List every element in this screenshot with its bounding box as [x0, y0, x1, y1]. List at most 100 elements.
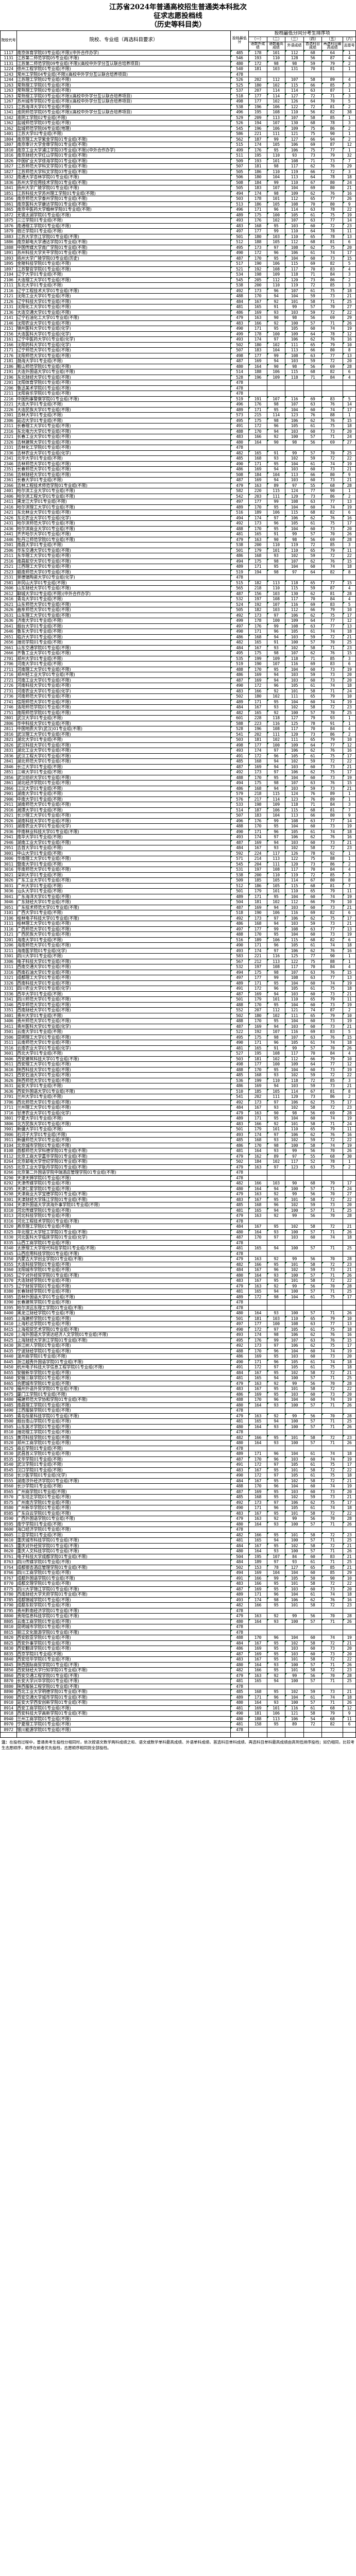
table-row[interactable]: 8830 西安翻译学院01专业组(不限) 486 169 95 103 60 73 20 [0, 1646, 356, 1652]
table-row[interactable]: 1263 常熟理工学院02专业组(不限) 537 207 114 114 63 87 1 [0, 88, 356, 94]
table-row[interactable]: 8800 贵阳信息科技学院01专业组(不限) 479 163 92 99 56 70 28 [0, 1613, 356, 1619]
table-row[interactable]: 3211 海南医学院01专业组(化学) 493 174 97 106 62 76 16 [0, 947, 356, 954]
table-row[interactable]: 8825 西安外事学院01专业组(不限) 484 167 95 102 58 72 21 [0, 1640, 356, 1647]
table-row[interactable]: 1362 盐城师范学院03专业组(不限) 526 194 107 130 68 78 3 [0, 120, 356, 126]
table-row[interactable]: 2651 临沂大学01专业组(不限) 486 168 94 103 59 72 21 [0, 634, 356, 640]
table-row[interactable]: 2911 湖南师范大学01专业组(不限) 533 198 109 118 71 84 3 [0, 802, 356, 808]
table-row[interactable]: 1263 常熟理工学院01专业组(不限) 525 180 102 115 66 85 3 [0, 82, 356, 89]
table-row[interactable]: 8550 长沙医学院01专业组(化学) 490 172 97 105 61 75 18 [0, 1472, 356, 1479]
table-row[interactable]: 1224 徐州工程学院01专业组(不限) 540 181 103 131 70 81 1 [0, 66, 356, 72]
table-row[interactable]: 1804 南京理工大学紫金学院01专业组(不限) 562 187 99 127 66 94 2 [0, 136, 356, 143]
table-row[interactable]: 8380 长春财经学院01专业组(不限) 481 165 94 100 57 71 25 [0, 1289, 356, 1295]
table-row[interactable]: 2701 郑州大学01专业组(不限) 535 199 109 118 71 85 3 [0, 655, 356, 662]
table-row[interactable]: 8500 烟台南山学院01专业组(不限) 481 165 94 100 57 71 25 [0, 1418, 356, 1425]
table-row[interactable]: 3311 西南交通大学01专业组(不限) 532 197 108 117 70 84 4 [0, 964, 356, 970]
table-row[interactable]: 2316 东北电力大学01专业组(不限) 488 170 94 103 60 73 20 [0, 428, 356, 435]
table-row[interactable]: 1267 苏州城市学院02专业组(不限)(高校中外学分互认联合培养项目) 498 17… [0, 98, 356, 105]
table-row[interactable]: 8365 辽宁对外经贸学院01专业组(不限) 480 164 93 100 57 71 26 [0, 1272, 356, 1279]
table-row[interactable]: 2141 辽宁石油化工大学01专业组(不限) 479 163 90 98 56 69 29 [0, 315, 356, 321]
table-row[interactable]: 3806 北方民族大学01专业组(不限) 483 166 92 101 58 71 24 [0, 1121, 356, 1127]
table-row[interactable]: 2361 长春大学01专业组(不限) 487 169 94 103 60 73 21 [0, 477, 356, 483]
table-row[interactable]: 8330 河北医科大学临床学院01专业组(化学) 487 170 97 103 60 74 18 [0, 1234, 356, 1241]
table-row[interactable]: 2421 东北林业大学01专业组(不限) 516 189 106 115 68 82 6 [0, 510, 356, 516]
table-row[interactable]: 8940 兰州工商学院01专业组(不限) 480 188 113 106 54 68 11 [0, 1716, 356, 1722]
table-row[interactable]: 3346 西华师范大学01专业组(不限) 488 170 95 104 60 73 19 [0, 1002, 356, 1008]
table-row[interactable]: 3611 西安理工大学01专业组(不限) 498 177 100 109 64 77 12 [0, 1061, 356, 1067]
table-row[interactable]: 8570 广东培正学院01专业组(不限) 485 168 95 102 59 73 21 [0, 1494, 356, 1500]
table-row[interactable]: 8370 大连财经学院01专业组(不限) 483 167 95 101 58 72 22 [0, 1278, 356, 1284]
table-row[interactable]: 2661 山东交通学院01专业组(不限) 484 167 93 102 58 71 23 [0, 645, 356, 651]
table-row[interactable]: 8790 成都东软学院01专业组(不限) 482 166 95 101 58 72 23 [0, 1602, 356, 1608]
table-row[interactable]: 2126 辽宁科技大学01专业组(不限) 484 167 92 101 58 71 25 [0, 298, 356, 305]
table-row[interactable]: 3306 电子科技大学01专业组(不限) 567 212 113 122 75 88 1 [0, 958, 356, 965]
table-row[interactable]: 2521 江西理工大学01专业组(不限) 489 171 95 104 60 74 18 [0, 564, 356, 570]
table-row[interactable]: 8470 福州外语外贸学院01专业组(不限) 483 167 95 101 58 72 22 [0, 1386, 356, 1392]
table-row[interactable]: 2196 东北财经大学01专业组(不限) 528 196 109 118 71 84 4 [0, 374, 356, 381]
table-row[interactable]: 2641 烟台大学01专业组(不限) 497 176 99 108 63 77 13 [0, 623, 356, 630]
table-row[interactable]: 1883 江苏大学京江学院01专业组(不限) 501 180 103 110 65 78 13 [0, 233, 356, 240]
table-row[interactable]: 2851 三峡大学01专业组(不限) 492 173 97 106 62 75 17 [0, 769, 356, 775]
table-row[interactable]: 2321 长春工业大学01专业组(不限) 483 166 92 100 57 71 24 [0, 434, 356, 440]
table-row[interactable]: 8767 成都外国语学院01专业组(不限) 491 166 99 105 50 90 10 [0, 1575, 356, 1582]
table-row[interactable]: 2706 河南大学01专业组(不限) 519 190 107 116 69 83 6 [0, 661, 356, 667]
table-row[interactable]: 8535 文华学院01专业组(不限) 487 170 96 103 60 74 19 [0, 1456, 356, 1463]
table-row[interactable]: 2156 大连医科大学01专业组(化学) 499 178 100 109 64 78 12 [0, 331, 356, 337]
table-row[interactable]: 8820 西安欧亚学院01专业组(不限) 488 170 96 104 60 74 19 [0, 1635, 356, 1641]
table-row[interactable]: 2581 井冈山大学01专业组(不限) 515 182 113 118 65 77 15 [0, 580, 356, 586]
table-row[interactable]: 2746 洛阳师范学院01专业组(不限) 484 167 93 102 58 72 23 [0, 704, 356, 710]
table-row[interactable]: 1263 常熟理工学院03专业组(不限)(高校中外学分互认联合培养项目) 518 17… [0, 93, 356, 99]
table-row[interactable]: 8545 汉口学院01专业组(不限) 483 167 95 101 58 72 22 [0, 1467, 356, 1473]
table-row[interactable]: 8610 重庆城市科技学院01专业组(不限) 481 165 94 100 57 71 25 [0, 1537, 356, 1544]
table-row[interactable]: 1341 淮阴师范学院05专业组(不限)(高校中外学分互认联合培养项目) 496 19… [0, 109, 356, 115]
table-row[interactable]: 1891 苏州科技大学天平学院01专业组(不限) 490 172 96 106 61 74 17 [0, 250, 356, 256]
table-row[interactable]: 3121 广西民族大学01专业组(不限) 488 170 95 104 60 73 19 [0, 931, 356, 938]
table-row[interactable]: 8264 北京邮电大学世纪学院01专业组(不限) 502 184 102 117 52 78 1 [0, 1159, 356, 1165]
table-row[interactable]: 2186 鞍山师范学院01专业组(不限) 480 164 90 98 56 69 28 [0, 363, 356, 370]
table-row[interactable]: 8390 长春建筑学院01专业组(不限) 478 [0, 1299, 356, 1306]
table-row[interactable]: 2901 湖南大学01专业组(不限) 579 218 115 124 76 89 1 [0, 791, 356, 797]
table-row[interactable]: 8600 海口经济学院01专业组(不限) 478 [0, 1527, 356, 1533]
table-row[interactable]: 8310 河北传媒学院01专业组(不限) 481 165 94 100 57 71 25 [0, 1207, 356, 1214]
table-row[interactable]: 8292 天津传媒学院01专业组(不限) 482 166 103 90 68 79 17 [0, 1180, 356, 1187]
table-row[interactable]: 3016 华南师范大学01专业组(不限) 531 197 108 117 70 84 4 [0, 867, 356, 873]
table-row[interactable]: 3321 成都理工大学01专业组(不限) 497 177 99 108 63 77 13 [0, 975, 356, 981]
table-row[interactable]: 2646 鲁东大学01专业组(不限) 490 171 96 105 61 74 18 [0, 629, 356, 635]
table-row[interactable]: 8775 四川大学锦江学院01专业组(不限) 487 169 95 103 60 73 20 [0, 1586, 356, 1592]
table-row[interactable]: 8785 成都锦城学院01专业组(不限) 493 174 98 106 62 76 16 [0, 1597, 356, 1603]
table-row[interactable]: 2841 湖北师范大学01专业组(不限) 485 168 94 102 59 72 22 [0, 758, 356, 765]
table-row[interactable]: 2356 吉林财经大学01专业组(不限) 508 184 104 113 66 80 9 [0, 471, 356, 478]
table-row[interactable]: 8485 南昌理工学院01专业组(不限) 480 164 93 100 57 71 26 [0, 1402, 356, 1409]
table-row[interactable]: 8375 辽宁财贸学院01专业组(不限) 479 163 92 99 56 70 28 [0, 1283, 356, 1290]
table-row[interactable]: 2811 中国地质大学(武汉)01专业组(不限) 528 196 108 117 70 84 4 [0, 726, 356, 732]
table-row[interactable]: 2736 河南师范大学01专业组(不限) 502 180 102 111 65 79 10 [0, 693, 356, 700]
table-row[interactable]: 8350 内蒙古大学创业学院01专业组(不限) 479 163 92 99 56 70 28 [0, 1256, 356, 1262]
table-row[interactable]: 3716 甘肃农业大学01专业组(化学) 479 163 90 98 56 69 28 [0, 1110, 356, 1116]
table-row[interactable]: 2131 沈阳化工大学01专业组(不限) 481 165 91 99 57 70 27 [0, 304, 356, 310]
table-row[interactable]: 1888 中国传媒大学南广学院01专业组(不限) 495 173 97 108 62 75 20 [0, 244, 356, 251]
table-row[interactable]: 2151 锦州医科大学01专业组(化学) 490 171 95 105 60 74 19 [0, 326, 356, 332]
table-row[interactable]: 3511 云南师范大学01专业组(不限) 490 171 96 105 61 74 18 [0, 1040, 356, 1046]
table-row[interactable]: 3036 汕头大学01专业组(不限) 501 179 101 110 65 79 11 [0, 888, 356, 894]
table-row[interactable]: 2351 长春师范大学01专业组(不限) 486 169 94 103 60 73 21 [0, 466, 356, 472]
table-row[interactable]: 3706 西北师范大学01专业组(不限) 492 173 97 106 62 75 17 [0, 1099, 356, 1106]
table-row[interactable]: 8530 武昌首义学院01专业组(不限) 489 171 96 104 61 74 18 [0, 1451, 356, 1457]
table-row[interactable]: 8360 沈阳城市学院01专业组(不限) 484 167 96 102 59 73 21 [0, 1267, 356, 1273]
table-row[interactable]: 2836 武汉工程大学01专业组(不限) 491 172 96 105 61 75 17 [0, 753, 356, 759]
table-row[interactable]: 2406 哈尔滨工程大学01专业组(不限) 542 203 111 120 73 86 2 [0, 493, 356, 500]
table-row[interactable]: 8266 北京第二外国语学院中瑞酒店管理学院01专业组(不限) 478 [0, 1170, 356, 1176]
table-row[interactable]: 1131 江苏第二师范学院05专业组(不限) 546 193 110 128 56 87 4 [0, 55, 356, 61]
table-row[interactable]: 8316 河北工程技术学院01专业组(不限) 478 [0, 1218, 356, 1225]
table-row[interactable]: 8505 山东英才学院01专业组(不限) 480 164 93 100 57 71 26 [0, 1423, 356, 1430]
table-row[interactable]: 2866 江汉大学01专业组(不限) 486 168 94 103 59 73 21 [0, 785, 356, 792]
table-row[interactable]: 2926 湖南科技大学01专业组(不限) 496 176 99 108 63 77 14 [0, 818, 356, 824]
table-row[interactable]: 3406 贵州师范大学01专业组(不限) 488 170 95 104 60 73 19 [0, 1018, 356, 1024]
table-row[interactable]: 1886 南京邮电大学通达学院01专业组(不限) 512 188 105 112 68 81 6 [0, 239, 356, 245]
table-row[interactable]: 3636 西安外国语大学01专业组(不限) 510 185 105 114 67 81 8 [0, 1088, 356, 1095]
table-row[interactable]: 2946 湖南工业大学01专业组(不限) 487 169 94 103 60 73 21 [0, 839, 356, 846]
table-row[interactable]: 1810 南京工业大学浦江学院03专业组(不限)(中外合作办学) 499 176 95 1… [0, 147, 356, 154]
table-row[interactable]: 8295 天津仁爱学院01专业组(不限) 480 164 94 100 57 71 24 [0, 1185, 356, 1192]
table-row[interactable]: 2226 大连民族大学01专业组(不限) 489 171 95 104 60 74 17 [0, 406, 356, 413]
table-row[interactable]: 3701 兰州大学01专业组(不限) 541 202 111 120 73 86 2 [0, 1094, 356, 1100]
table-row[interactable]: 3901 新疆大学01专业组(不限) 501 179 101 110 65 79 11 [0, 1126, 356, 1132]
table-row[interactable]: 8565 广州商学院01专业组(不限) 487 169 95 103 60 73 20 [0, 1488, 356, 1495]
